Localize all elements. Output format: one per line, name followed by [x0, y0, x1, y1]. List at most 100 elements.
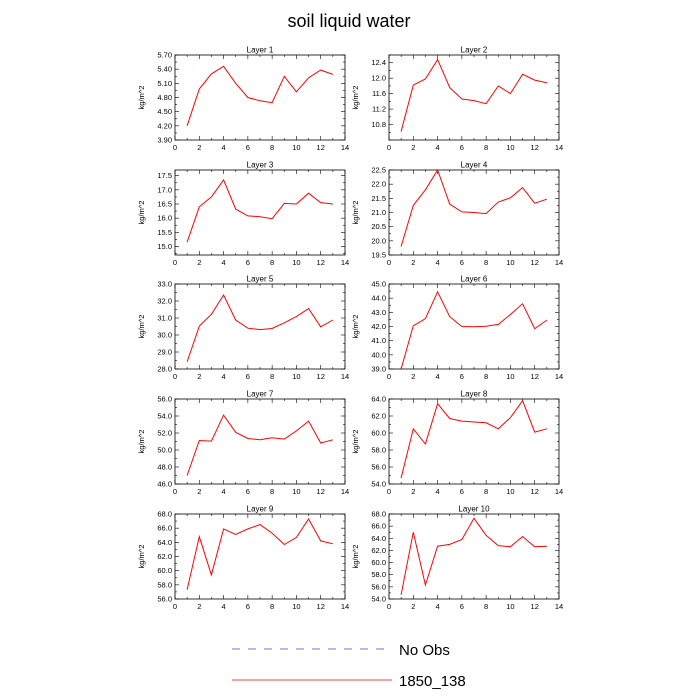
panel-layer-9: Layer 9 0 2 4 6 8 10 12 14 56.0 58.0 60.0 62.0 64.0 66…	[137, 505, 349, 612]
y-tick-label: 66.0	[371, 522, 386, 531]
y-axis-label: kg/m^2	[137, 201, 146, 225]
x-tick-label: 14	[555, 258, 563, 267]
y-tick-label: 42.0	[371, 322, 386, 331]
y-tick-label: 58.0	[371, 570, 386, 579]
y-tick-label: 10.8	[371, 120, 386, 129]
x-tick-label: 4	[221, 487, 225, 496]
x-tick-label: 8	[484, 487, 488, 496]
x-tick-label: 10	[292, 602, 300, 611]
x-tick-label: 2	[411, 372, 415, 381]
x-tick-label: 10	[292, 143, 300, 152]
x-tick-label: 10	[292, 487, 300, 496]
y-tick-label: 5.70	[157, 51, 172, 60]
plot-frame	[388, 54, 560, 141]
panel-title: Layer 3	[247, 161, 274, 170]
x-tick-label: 2	[197, 258, 201, 267]
y-tick-label: 11.6	[372, 89, 386, 98]
y-tick-label: 31.0	[157, 314, 172, 323]
series-line-1850_138	[400, 399, 548, 479]
x-tick-label: 0	[173, 258, 177, 267]
y-tick-label: 58.0	[157, 580, 172, 589]
x-tick-label: 0	[387, 372, 391, 381]
y-tick-label: 50.0	[157, 446, 172, 455]
y-tick-label: 66.0	[157, 524, 172, 533]
series-line-1850_138	[186, 293, 334, 363]
series-line-1850_138	[400, 517, 547, 595]
series-line-1850_138	[400, 58, 548, 132]
y-tick-label: 32.0	[157, 297, 172, 306]
y-tick-label: 3.90	[157, 136, 172, 145]
x-tick-label: 2	[411, 602, 415, 611]
legend-label-no-obs: No Obs	[399, 642, 450, 659]
y-tick-label: 29.0	[157, 348, 172, 357]
panel-layer-2: Layer 2 0 2 4 6 8 10 12 14 10.8 11.2 11.6 12.0 12.4 kg…	[351, 46, 563, 153]
y-tick-label: 39.0	[371, 365, 386, 374]
x-tick-label: 2	[197, 143, 201, 152]
panel-layer-10: Layer 10 0 2 4 6 8 10 12 14 54.0 56.0 58.0 60.0 62.0 6…	[351, 505, 563, 612]
x-tick-label: 4	[221, 143, 225, 152]
y-tick-label: 60.0	[371, 429, 386, 438]
y-tick-label: 20.0	[371, 236, 386, 245]
x-tick-label: 12	[531, 258, 539, 267]
x-tick-label: 2	[197, 372, 201, 381]
x-tick-label: 12	[531, 372, 539, 381]
x-tick-label: 0	[173, 487, 177, 496]
x-tick-label: 2	[411, 487, 415, 496]
y-tick-label: 17.0	[157, 185, 172, 194]
y-tick-label: 44.0	[371, 294, 386, 303]
x-tick-label: 8	[484, 258, 488, 267]
y-tick-label: 12.4	[371, 58, 386, 67]
y-tick-label: 54.0	[157, 412, 172, 421]
x-tick-label: 12	[317, 258, 325, 267]
y-tick-label: 46.0	[157, 480, 172, 489]
y-tick-label: 56.0	[371, 463, 386, 472]
y-tick-label: 68.0	[157, 510, 172, 519]
y-tick-label: 17.5	[157, 171, 172, 180]
y-axis-label: kg/m^2	[351, 86, 360, 110]
panel-title: Layer 5	[247, 275, 274, 284]
y-tick-label: 33.0	[157, 280, 172, 289]
y-tick-label: 4.50	[157, 107, 172, 116]
y-tick-label: 4.20	[157, 121, 172, 130]
x-tick-label: 0	[173, 602, 177, 611]
y-tick-label: 22.0	[371, 180, 386, 189]
x-tick-label: 12	[531, 143, 539, 152]
y-tick-label: 4.80	[157, 93, 172, 102]
y-tick-label: 15.0	[157, 242, 172, 251]
x-tick-label: 8	[270, 487, 274, 496]
y-tick-label: 11.2	[372, 105, 386, 114]
y-tick-label: 56.0	[371, 582, 386, 591]
y-tick-label: 5.10	[157, 79, 172, 88]
panel-title: Layer 2	[461, 46, 488, 55]
y-axis-label: kg/m^2	[351, 201, 360, 225]
y-tick-label: 56.0	[157, 595, 172, 604]
x-tick-label: 0	[173, 143, 177, 152]
x-tick-label: 6	[246, 143, 250, 152]
y-tick-label: 64.0	[371, 395, 386, 404]
x-tick-label: 8	[270, 372, 274, 381]
x-tick-label: 12	[531, 602, 539, 611]
plot-frame	[388, 513, 560, 600]
plot-frame	[174, 283, 346, 370]
panel-title: Layer 6	[461, 275, 488, 284]
x-tick-label: 4	[435, 372, 439, 381]
y-tick-label: 54.0	[371, 595, 386, 604]
x-tick-label: 4	[221, 602, 225, 611]
x-tick-label: 10	[506, 258, 514, 267]
x-tick-label: 14	[341, 258, 349, 267]
y-tick-label: 64.0	[157, 538, 172, 547]
y-tick-label: 21.5	[371, 194, 386, 203]
legend: No Obs 1850_138	[232, 642, 466, 690]
y-axis-label: kg/m^2	[137, 545, 146, 569]
y-tick-label: 22.5	[371, 166, 386, 175]
x-tick-label: 10	[506, 487, 514, 496]
y-tick-label: 60.0	[157, 566, 172, 575]
panel-title: Layer 7	[247, 390, 274, 399]
panels-grid: Layer 10 2 4 6 8 10 12 143.904.204.504.805.105.…	[137, 46, 563, 612]
x-tick-label: 0	[387, 487, 391, 496]
x-tick-label: 4	[435, 143, 439, 152]
x-tick-label: 4	[435, 487, 439, 496]
series-line-1850_138	[186, 518, 334, 590]
x-tick-label: 8	[270, 602, 274, 611]
y-tick-label: 60.0	[371, 558, 386, 567]
